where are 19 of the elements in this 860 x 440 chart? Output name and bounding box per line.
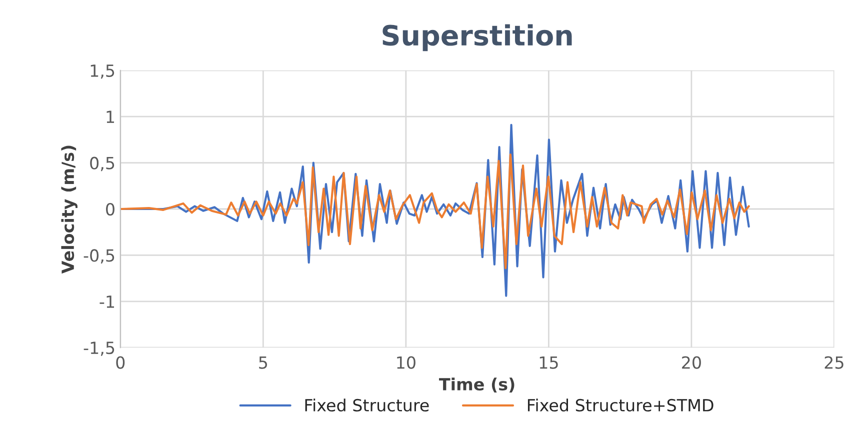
y-tick-label: 1 [106,110,114,123]
y-tick-label: 1,5 [90,64,114,79]
x-tick-label: 10 [397,356,416,369]
y-axis-title: Velocity (m/s) [61,146,78,274]
y-tick-label: 0,5 [90,156,114,172]
x-tick-label: 15 [540,356,558,369]
y-tick-label: -1 [100,296,114,308]
x-tick-label: 5 [259,356,268,369]
chart-title: Superstition [382,24,572,52]
legend-label: Fixed Structure [305,398,429,412]
x-tick-label: 20 [682,356,701,369]
line-series [120,153,750,270]
x-tick-label: 25 [824,356,844,369]
legend-label: Fixed Structure+STMD [528,398,714,412]
x-tick-label: 0 [116,356,125,369]
y-tick-label: -1,5 [84,342,114,356]
y-tick-label: -0,5 [84,249,114,264]
x-axis-title: Time (s) [439,378,514,392]
y-tick-label: 0 [106,202,114,216]
